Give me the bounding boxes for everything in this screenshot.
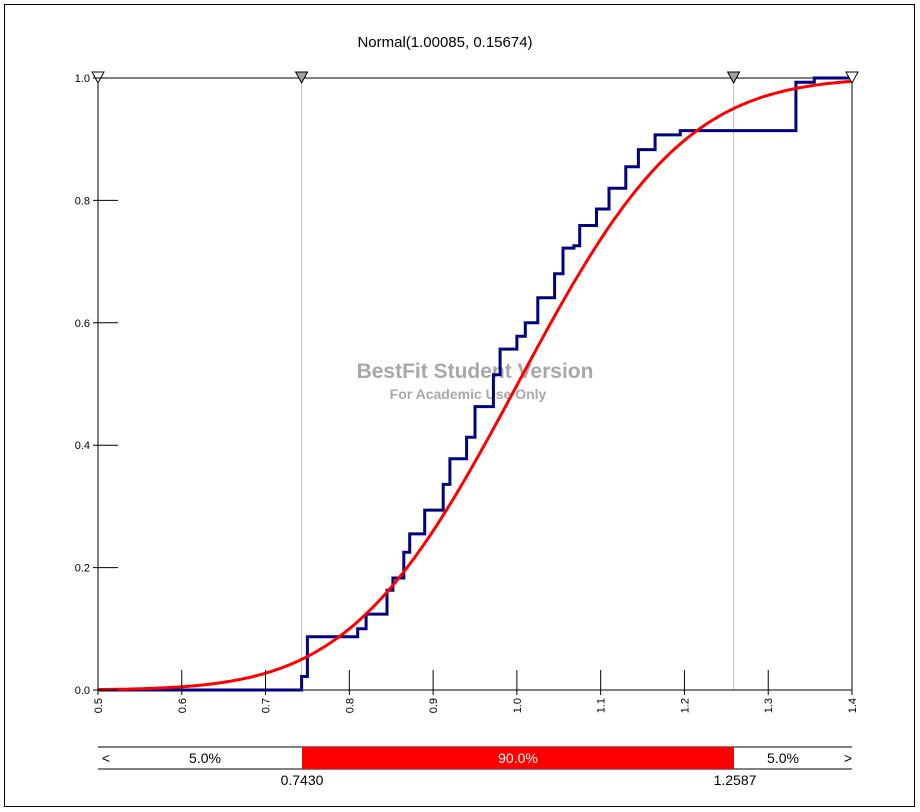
y-tick-label: 0.0 [75, 685, 90, 697]
left-arrow: < [102, 750, 110, 766]
left-bound-value: 0.7430 [281, 772, 324, 788]
x-tick-label: 1.0 [512, 698, 524, 713]
grid [97, 78, 853, 690]
left-tail-percent: 5.0% [189, 750, 221, 766]
x-tick-label: 1.3 [763, 698, 775, 713]
watermark-subtitle: For Academic Use Only [390, 386, 547, 402]
y-tick-label: 0.6 [75, 318, 90, 330]
percentile-marker-triangle [845, 71, 859, 85]
y-tick-label: 0.8 [75, 195, 90, 207]
percentile-marker-triangle [294, 71, 309, 85]
right-bound-value: 1.2587 [714, 772, 757, 788]
axes [97, 77, 853, 691]
x-tick-label: 1.4 [847, 698, 859, 713]
series-group [97, 76, 853, 692]
empirical-cdf-line [98, 76, 852, 692]
chart-frame [4, 4, 915, 807]
right-tail-percent: 5.0% [767, 750, 799, 766]
x-tick-label: 0.7 [261, 698, 273, 713]
x-tick-label: 0.6 [177, 698, 189, 713]
middle-percent: 90.0% [498, 750, 538, 766]
fitted-normal-cdf-curve [97, 79, 853, 692]
watermark-title: BestFit Student Version [357, 360, 594, 383]
x-tick-label: 1.1 [596, 698, 608, 713]
percentile-marker-triangle [726, 71, 741, 85]
tick-group: 0.0 0.2 0.4 0.6 0.8 1.0 0.5 0.6 0.7 0.8 0.9 1.0 1.1 1… [75, 73, 859, 713]
y-tick-label: 0.4 [75, 440, 90, 452]
y-tick-label: 0.2 [75, 563, 90, 575]
y-tick-label: 1.0 [75, 73, 90, 85]
x-tick-label: 0.9 [428, 698, 440, 713]
x-tick-label: 1.2 [679, 698, 691, 713]
chart-title: Normal(1.00085, 0.15674) [357, 34, 532, 51]
percentile-bar: < > 5.0% 90.0% 5.0% 0.7430 1.2587 [98, 746, 852, 788]
x-tick-label: 0.5 [93, 698, 105, 713]
percentile-bar-middle [302, 747, 734, 769]
right-arrow: > [844, 750, 852, 766]
x-tick-label: 0.8 [344, 698, 356, 713]
